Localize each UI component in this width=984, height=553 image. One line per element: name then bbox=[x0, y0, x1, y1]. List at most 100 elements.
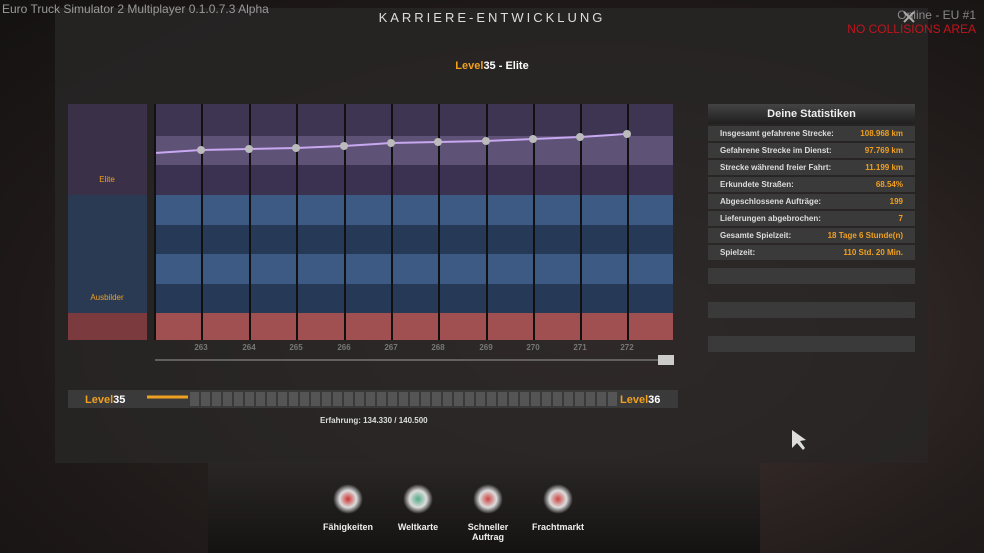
stat-row-empty bbox=[708, 268, 915, 284]
xp-segment bbox=[542, 392, 551, 406]
stat-label: Abgeschlossene Aufträge: bbox=[720, 197, 822, 206]
level-point bbox=[623, 130, 631, 138]
stat-value: 11.199 km bbox=[865, 163, 903, 172]
xp-segment bbox=[245, 392, 254, 406]
stat-value: 97.769 km bbox=[864, 146, 903, 155]
server-note: NO COLLISIONS AREA bbox=[847, 22, 976, 36]
nav-icon bbox=[473, 484, 503, 514]
xp-segment bbox=[410, 392, 419, 406]
row bbox=[155, 104, 673, 136]
row bbox=[155, 284, 673, 313]
stat-row: Spielzeit: 110 Std. 20 Min. bbox=[708, 245, 915, 260]
level-point bbox=[482, 137, 490, 145]
nav-label: Frachtmarkt bbox=[531, 522, 585, 532]
stat-row-empty bbox=[708, 336, 915, 352]
rank: - Elite bbox=[498, 60, 529, 72]
nav-icon bbox=[543, 484, 573, 514]
nav-icon bbox=[333, 484, 363, 514]
stat-label: Spielzeit: bbox=[720, 248, 756, 257]
xp-segment bbox=[256, 392, 265, 406]
stats-title: Deine Statistiken bbox=[708, 104, 915, 124]
row bbox=[155, 313, 673, 340]
nav-label: Weltkarte bbox=[397, 522, 439, 532]
level-point bbox=[529, 135, 537, 143]
stat-row: Lieferungen abgebrochen: 7 bbox=[708, 211, 915, 226]
level-word: Level bbox=[620, 394, 648, 406]
stat-value: 68.54% bbox=[875, 180, 903, 189]
row bbox=[155, 195, 673, 225]
server-info: Online - EU #1 NO COLLISIONS AREA bbox=[847, 8, 976, 36]
level-point bbox=[340, 142, 348, 150]
xp-segment bbox=[212, 392, 221, 406]
close-button[interactable] bbox=[903, 11, 915, 23]
xp-segment bbox=[377, 392, 386, 406]
xp-segment bbox=[520, 392, 529, 406]
stat-value: 108.968 km bbox=[860, 129, 903, 138]
scroll-thumb[interactable] bbox=[658, 355, 674, 365]
xp-segment bbox=[201, 392, 210, 406]
x-label: 268 bbox=[431, 343, 445, 352]
xp-level: Level36 bbox=[620, 394, 660, 406]
experience: Erfahrung: 134.330 / 140.500 bbox=[320, 416, 428, 425]
stat-value: 18 Tage 6 Stunde(n) bbox=[827, 231, 903, 240]
row bbox=[155, 136, 673, 165]
stat-value: 7 bbox=[898, 214, 903, 223]
x-label: 267 bbox=[384, 343, 398, 352]
xp-segment bbox=[234, 392, 243, 406]
nav-icon bbox=[403, 484, 433, 514]
row bbox=[155, 254, 673, 284]
level-point bbox=[434, 138, 442, 146]
band-elite bbox=[68, 104, 147, 195]
x-label: 272 bbox=[620, 343, 634, 352]
x-label: 265 bbox=[289, 343, 303, 352]
row bbox=[155, 165, 673, 195]
level-word: Level bbox=[455, 60, 484, 72]
band-low bbox=[68, 313, 147, 340]
stat-label: Strecke während freier Fahrt: bbox=[720, 163, 832, 172]
stat-row: Gefahrene Strecke im Dienst: 97.769 km bbox=[708, 143, 915, 158]
xp-segment bbox=[344, 392, 353, 406]
level-point bbox=[292, 144, 300, 152]
xp-segment bbox=[355, 392, 364, 406]
xp-segment bbox=[476, 392, 485, 406]
title: KARRIERE-ENTWICKLUNG bbox=[378, 10, 606, 25]
nav-button[interactable]: Fähigkeiten bbox=[313, 484, 383, 532]
xp-level: Level35 bbox=[85, 394, 125, 406]
level-point bbox=[245, 145, 253, 153]
xp-segment bbox=[421, 392, 430, 406]
nav-button[interactable]: Frachtmarkt bbox=[523, 484, 593, 532]
xp-segment bbox=[454, 392, 463, 406]
x-label: 266 bbox=[337, 343, 351, 352]
xp-segment bbox=[597, 392, 606, 406]
stat-label: Gefahrene Strecke im Dienst: bbox=[720, 146, 832, 155]
xp-segment bbox=[366, 392, 375, 406]
stat-label: Insgesamt gefahrene Strecke: bbox=[720, 129, 834, 138]
nav-button[interactable]: Weltkarte bbox=[383, 484, 453, 532]
current-level: 35 bbox=[113, 394, 125, 406]
nav-bar: Fähigkeiten Weltkarte Schneller Auftrag Fra… bbox=[208, 462, 760, 553]
stat-label: Gesamte Spielzeit: bbox=[720, 231, 792, 240]
next-level: 36 bbox=[648, 394, 660, 406]
level-point bbox=[576, 133, 584, 141]
stat-row: Abgeschlossene Aufträge: 199 bbox=[708, 194, 915, 209]
nav-label: Fähigkeiten bbox=[322, 522, 373, 532]
xp-segment bbox=[498, 392, 507, 406]
xp-segment bbox=[487, 392, 496, 406]
xp-segment bbox=[432, 392, 441, 406]
level: 35 bbox=[483, 60, 496, 72]
band-label: Ausbilder bbox=[90, 293, 124, 302]
xp-segment bbox=[278, 392, 287, 406]
level-heading: Level35 - Elite bbox=[0, 60, 984, 72]
xp-segment bbox=[553, 392, 562, 406]
band-label: Elite bbox=[99, 175, 115, 184]
xp-segment bbox=[311, 392, 320, 406]
nav-button[interactable]: Schneller Auftrag bbox=[453, 484, 523, 542]
band-ausbilder bbox=[68, 195, 147, 313]
xp-segment bbox=[608, 392, 617, 406]
stat-value: 199 bbox=[889, 197, 903, 206]
x-label: 263 bbox=[194, 343, 208, 352]
x-label: 270 bbox=[526, 343, 540, 352]
x-label: 271 bbox=[573, 343, 587, 352]
